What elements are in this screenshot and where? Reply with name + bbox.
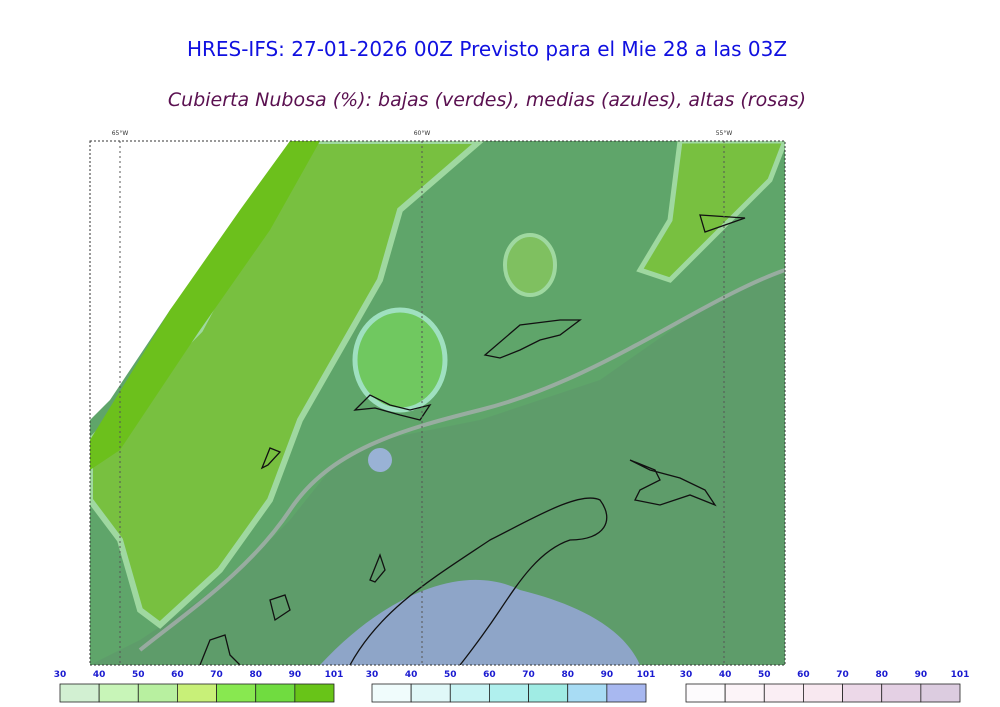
colorbar-label: 70 [210, 670, 223, 680]
longitude-label: 55°W [716, 130, 733, 137]
colorbar-label: 30 [54, 670, 67, 680]
colorbar-box [920, 683, 961, 703]
colorbar-label: 40 [719, 670, 732, 680]
low-cloud-core [90, 141, 320, 470]
colorbar-label: 80 [561, 670, 574, 680]
colorbar-label: 101 [951, 670, 970, 680]
colorbar-label: 101 [325, 670, 344, 680]
colorbar-label: 90 [601, 670, 614, 680]
colorbars: 30 40 50 60 70 80 90 101 30 40 50 60 70 80 90 101 30 40 50… [54, 670, 970, 703]
colorbar-box [724, 683, 765, 703]
colorbar-label: 50 [758, 670, 771, 680]
colorbar-box [763, 683, 804, 703]
colorbar-box [881, 683, 922, 703]
colorbar-label: 40 [405, 670, 418, 680]
colorbar-box [59, 683, 100, 703]
colorbar-box [528, 683, 569, 703]
title: HRES-IFS: 27-01-2026 00Z Previsto para e… [187, 37, 787, 61]
coastlines [199, 214, 746, 665]
colorbar-box [294, 683, 335, 703]
colorbar-label: 70 [836, 670, 849, 680]
graticule [119, 141, 725, 665]
colorbar-box [98, 683, 139, 703]
longitude-label: 60°W [414, 130, 431, 137]
colorbar-label: 101 [637, 670, 656, 680]
colorbar-label: 80 [249, 670, 262, 680]
colorbar-label: 30 [366, 670, 379, 680]
longitude-label: 65°W [112, 130, 129, 137]
colorbar-box [489, 683, 529, 703]
colorbar-label: 60 [483, 670, 496, 680]
map [90, 141, 785, 665]
low-cloud-patch [636, 141, 785, 283]
colorbar-box [842, 683, 883, 703]
colorbar-label: 60 [171, 670, 184, 680]
colorbar-box [685, 683, 726, 703]
colorbar-label: 90 [915, 670, 928, 680]
low-cloud-band [90, 141, 485, 629]
colorbar-box [371, 683, 412, 703]
colorbar-label: 60 [797, 670, 810, 680]
colorbar-box [803, 683, 843, 703]
colorbar-label: 30 [680, 670, 693, 680]
colorbar-label: 50 [132, 670, 145, 680]
low-cloud-patch [352, 307, 448, 413]
low-cloud-patch [503, 233, 557, 297]
colorbar-label: 40 [93, 670, 106, 680]
colorbar-box [606, 683, 647, 703]
map-frame [89, 140, 786, 666]
colorbar-box [567, 683, 608, 703]
mid-cloud-patch [368, 448, 392, 472]
colorbar-box [255, 683, 296, 703]
colorbar-label: 80 [875, 670, 888, 680]
subtitle: Cubierta Nubosa (%): bajas (verdes), med… [168, 89, 806, 111]
colorbar-box [137, 683, 178, 703]
colorbar-label: 50 [444, 670, 457, 680]
contour [138, 268, 785, 652]
colorbar-label: 90 [289, 670, 302, 680]
colorbar-box [216, 683, 257, 703]
colorbar-box [177, 683, 217, 703]
colorbar-label: 70 [522, 670, 535, 680]
colorbar-box [449, 683, 490, 703]
colorbar-box [410, 683, 451, 703]
mid-cloud-patch [320, 579, 640, 665]
